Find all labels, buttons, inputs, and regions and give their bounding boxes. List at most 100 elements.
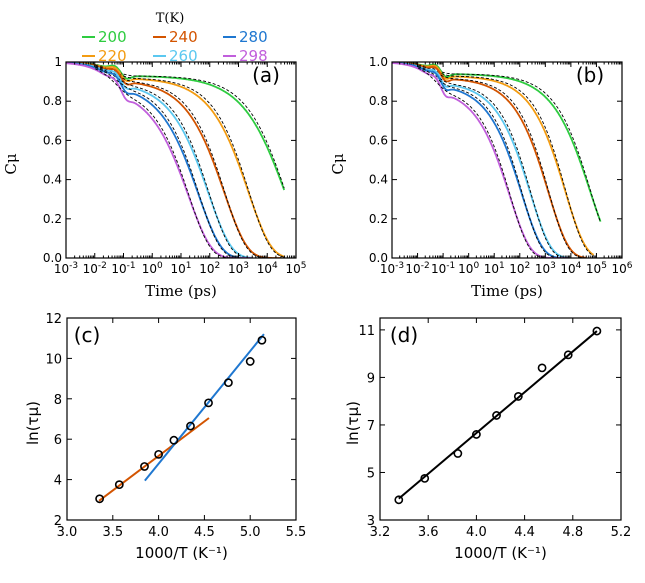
y-tick-label: 3	[367, 514, 375, 529]
y-tick-label: 0.6	[369, 133, 388, 147]
plot-frame	[379, 317, 622, 521]
data-point	[563, 350, 573, 360]
x-tick-label: 102	[509, 261, 530, 276]
y-tick-label: 0.2	[369, 212, 388, 226]
x-tick-label: 104	[560, 261, 581, 276]
data-point	[394, 495, 404, 505]
y-tick-label: 9	[367, 371, 375, 386]
series-line-280	[66, 62, 252, 258]
x-tick-label: 3.0	[57, 525, 78, 540]
y-tick-label: 11	[358, 324, 375, 339]
y-tick-label: 1.0	[369, 55, 388, 69]
fit-line-0	[398, 330, 598, 500]
y-tick-label: 4	[54, 474, 62, 489]
x-tick-label: 102	[199, 261, 220, 276]
panel-label: (b)	[576, 63, 604, 87]
y-tick-label: 0.8	[369, 94, 388, 108]
y-tick-label: 8	[54, 393, 62, 408]
series-line-240	[66, 62, 281, 258]
legend-label-220: 220	[98, 47, 127, 65]
data-point	[537, 363, 547, 373]
legend: T(K) 200 240 280 220 260 298	[82, 11, 268, 65]
series-line-220	[392, 62, 595, 256]
y-tick-label: 7	[367, 419, 375, 434]
fit-line-240	[417, 64, 587, 258]
x-tick-label: 10-1	[431, 261, 455, 276]
x-tick-label: 4.0	[148, 525, 169, 540]
fit-line-280	[95, 66, 252, 258]
series-line-200	[392, 62, 602, 222]
data-point	[471, 430, 481, 439]
x-tick-label: 100	[142, 261, 163, 276]
x-tick-label: 10-2	[83, 261, 107, 276]
x-tick-label: 5.2	[611, 525, 632, 540]
y-tick-label: 6	[54, 433, 62, 448]
y-tick-label: 0.2	[43, 212, 62, 226]
fit-line-220	[418, 64, 594, 257]
data-point	[513, 392, 523, 401]
x-tick-label: 3.5	[102, 525, 123, 540]
x-tick-label: 10-3	[380, 261, 404, 276]
x-tick-label: 3.2	[370, 525, 391, 540]
legend-label-240: 240	[169, 28, 198, 46]
x-tick-label: 103	[535, 261, 556, 276]
plot-frame	[391, 61, 623, 259]
y-axis-label: ln(τμ)	[344, 401, 362, 445]
x-tick-label: 10-1	[111, 261, 135, 276]
x-tick-label: 3.6	[418, 525, 439, 540]
fit-line-298	[95, 68, 252, 258]
panel-b: 10-3 10-2 10-1 100 101 102 103 104 105 106 0.0 0.2 0…	[329, 55, 633, 300]
data-point	[186, 421, 195, 431]
y-tick-label: 10	[45, 352, 62, 367]
x-axis-label: 1000/T (K⁻¹)	[135, 544, 228, 562]
fit-line-200	[418, 63, 601, 223]
x-tick-label: 103	[228, 261, 249, 276]
x-tick-label: 5.5	[286, 525, 307, 540]
fit-line-260	[417, 65, 569, 258]
x-tick-label: 4.4	[514, 525, 535, 540]
legend-title: T(K)	[156, 11, 185, 26]
legend-label-200: 200	[98, 28, 127, 46]
legend-label-260: 260	[169, 47, 198, 65]
data-point	[204, 398, 213, 408]
fit-line-1	[144, 333, 265, 482]
x-tick-label: 105	[285, 261, 306, 276]
series-group	[66, 62, 286, 258]
data-point	[453, 449, 463, 458]
data-point	[492, 411, 501, 420]
x-tick-label: 105	[586, 261, 607, 276]
y-tick-label: 0.4	[369, 173, 388, 187]
panel-d: 3.2 3.6 4.0 4.4 4.8 5.2 3 5 7 9 11 1000/T (K⁻¹) ln(τ…	[344, 317, 632, 562]
x-tick-label: 5.0	[240, 525, 261, 540]
data-point	[95, 494, 105, 504]
y-axis-label: ln(τμ)	[24, 401, 42, 445]
x-tick-label: 106	[611, 261, 632, 276]
y-tick-label: 0.6	[43, 133, 62, 147]
series-group	[392, 62, 602, 258]
y-tick-label: 2	[54, 514, 62, 529]
data-point	[257, 335, 267, 345]
y-axis-label: Cμ	[329, 153, 347, 174]
data-point	[420, 474, 430, 483]
data-point	[114, 480, 124, 490]
y-tick-label: 0.4	[43, 173, 62, 187]
fit-line-260	[95, 66, 252, 258]
y-axis-label: Cμ	[2, 153, 20, 174]
y-tick-label: 0.0	[369, 251, 388, 265]
panel-label: (a)	[252, 63, 280, 87]
data-point	[592, 326, 602, 336]
x-axis-label: 1000/T (K⁻¹)	[454, 544, 547, 562]
data-point	[223, 378, 233, 388]
panel-a: 10-3 10-2 10-1 100 101 102 103 104 105 0.0 0.2 0.4 0…	[2, 55, 307, 300]
x-tick-label: 4.0	[466, 525, 487, 540]
x-axis-label: Time (ps)	[471, 282, 543, 300]
panel-label: (c)	[74, 323, 101, 347]
data-point	[245, 357, 255, 366]
data-point	[169, 435, 179, 445]
x-tick-label: 104	[257, 261, 278, 276]
fit-line-240	[95, 65, 281, 258]
y-tick-label: 12	[45, 312, 62, 327]
x-axis-label: Time (ps)	[145, 282, 217, 300]
panel-label: (d)	[390, 323, 418, 347]
panel-c: 3.0 3.5 4.0 4.5 5.0 5.5 2 4 6 8 10 12 1000/T (K⁻¹) ln…	[24, 312, 306, 562]
